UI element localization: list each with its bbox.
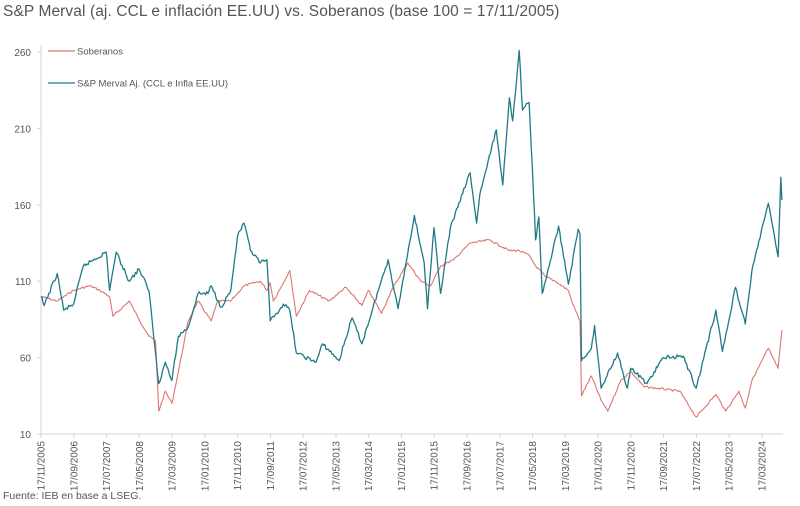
legend-label: S&P Merval Aj. (CCL e Infla EE.UU) [77, 79, 228, 90]
x-tick-label: 17/11/2010 [233, 441, 244, 491]
x-tick-label: 17/09/2011 [266, 441, 277, 491]
legend-label: Soberanos [77, 47, 123, 58]
y-tick-label: 210 [14, 124, 31, 135]
x-tick-label: 17/05/2013 [331, 441, 342, 491]
x-tick-label: 17/01/2020 [594, 441, 605, 491]
y-tick-label: 110 [15, 277, 31, 288]
x-tick-label: 17/05/2008 [135, 441, 146, 491]
x-tick-label: 17/11/2005 [37, 441, 48, 491]
y-tick-label: 260 [14, 48, 31, 59]
x-tick-label: 17/03/2019 [561, 441, 572, 491]
y-tick-label: 60 [20, 354, 32, 365]
series-line-merval [40, 49, 783, 389]
x-tick-label: 17/01/2010 [200, 441, 211, 491]
x-tick-label: 17/09/2006 [69, 441, 80, 491]
y-tick-label: 10 [20, 430, 32, 441]
x-tick-label: 17/11/2020 [626, 441, 637, 491]
x-tick-label: 17/07/2012 [299, 441, 310, 491]
x-tick-label: 17/07/2022 [692, 441, 703, 491]
x-tick-label: 17/05/2018 [528, 441, 539, 491]
y-tick-label: 160 [14, 201, 31, 212]
x-tick-label: 17/03/2014 [364, 441, 375, 491]
x-tick-label: 17/11/2015 [430, 441, 441, 491]
series-line-soberanos [40, 238, 783, 418]
x-tick-label: 17/09/2016 [463, 441, 474, 491]
source-note: Fuente: IEB en base a LSEG. [3, 490, 142, 502]
x-tick-label: 17/07/2007 [102, 441, 113, 491]
x-tick-label: 17/05/2023 [725, 441, 736, 491]
x-tick-label: 17/03/2009 [168, 441, 179, 491]
x-tick-label: 17/03/2024 [757, 441, 768, 491]
x-tick-label: 17/09/2021 [659, 441, 670, 491]
chart-title: S&P Merval (aj. CCL e inflación EE.UU) v… [3, 3, 560, 20]
x-tick-label: 17/07/2017 [495, 441, 506, 491]
x-tick-label: 17/01/2015 [397, 441, 408, 491]
